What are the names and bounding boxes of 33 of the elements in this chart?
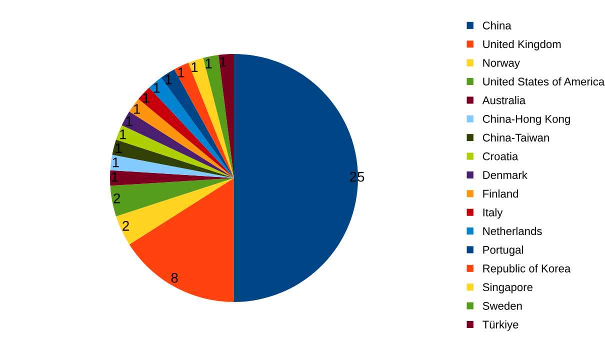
legend-label: China-Taiwan <box>482 133 549 142</box>
data-label: 2 <box>122 220 129 231</box>
legend-label: Republic of Korea <box>483 264 571 275</box>
legend-label: Portugal <box>483 246 523 256</box>
legend-label: Sweden <box>482 302 522 310</box>
data-label: 1 <box>112 158 119 168</box>
legend-label: Singapore <box>482 282 532 294</box>
legend-label: Netherlands <box>483 226 542 236</box>
legend-label: China-Hong Kong <box>482 114 570 126</box>
legend-label: Türkiye <box>482 320 518 331</box>
data-label: 1 <box>126 116 132 126</box>
data-label: 1 <box>120 130 126 140</box>
legend-label: China <box>482 21 512 30</box>
legend-label: Denmark <box>483 170 528 179</box>
legend-label: Italy <box>483 208 503 219</box>
data-label: 1 <box>143 93 150 103</box>
data-label: 1 <box>206 58 212 68</box>
data-label: 1 <box>166 74 172 84</box>
data-label: 1 <box>116 143 122 153</box>
data-label: 1 <box>112 172 118 182</box>
data-label: 1 <box>154 83 160 93</box>
data-label: 1 <box>134 104 140 114</box>
legend-label: Australia <box>482 96 526 104</box>
data-label: 1 <box>178 68 184 78</box>
data-label: 8 <box>171 272 178 283</box>
legend-label: Croatia <box>482 152 518 160</box>
legend-label: Finland <box>483 190 518 198</box>
legend-label: United States of America <box>483 77 605 86</box>
data-label: 1 <box>192 62 198 72</box>
legend-label: Norway <box>483 59 520 70</box>
legend-label: United Kingdom <box>483 40 561 50</box>
data-label: 2 <box>114 194 120 204</box>
data-label: 1 <box>220 56 226 66</box>
